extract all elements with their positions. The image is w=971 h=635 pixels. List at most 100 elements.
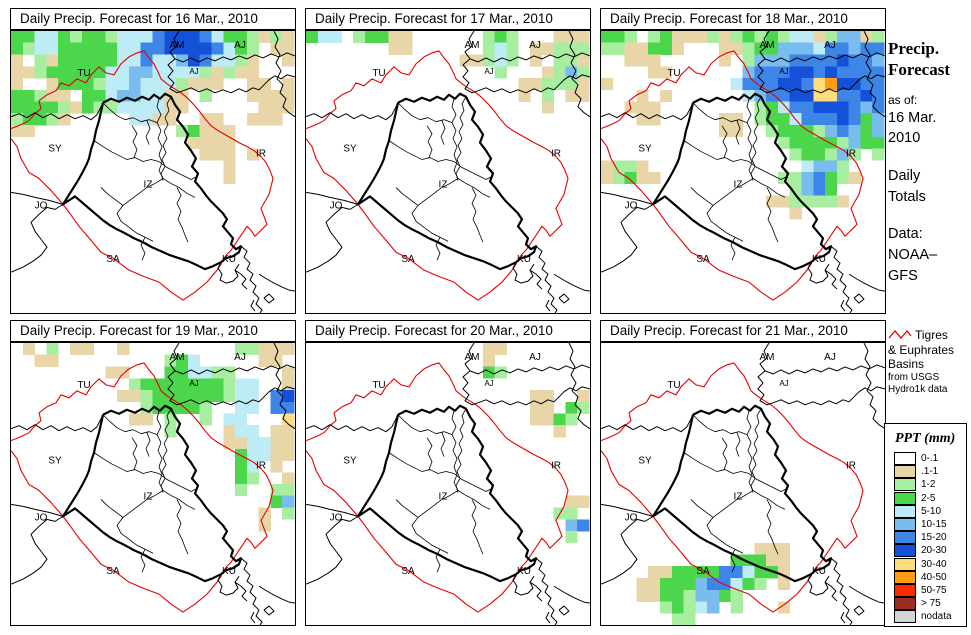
- country-labels: AM AJ AJ TU SY IZ IR JO SA KU: [330, 352, 561, 577]
- country-label: AJ: [234, 352, 246, 363]
- data-source-line1: NOAA–: [888, 247, 938, 263]
- country-label: IZ: [439, 179, 448, 190]
- country-label: KU: [222, 566, 236, 577]
- panel-forecast-18mar: Daily Precip. Forecast for 18 Mar., 2010…: [600, 8, 886, 314]
- legend-entry: 40-50: [894, 570, 966, 584]
- legend-label: 1-2: [921, 479, 936, 491]
- basemap: [306, 343, 590, 625]
- country-label: AM: [170, 352, 185, 363]
- country-label: JO: [330, 512, 343, 523]
- precip-cells: [601, 31, 885, 220]
- country-label: AJ: [779, 379, 788, 388]
- country-label: AM: [170, 40, 185, 51]
- totals-line1: Daily: [888, 168, 921, 184]
- legend-swatch: [894, 583, 916, 597]
- sidebar-title: Precip. Forecast: [888, 38, 950, 80]
- country-label: AJ: [824, 352, 836, 363]
- ppt-legend: PPT (mm) 0-.1.1-1 1-2 2-5 5-10 10-15 15-20 20-…: [884, 423, 967, 627]
- basin-note-line2: & Euphrates: [888, 342, 955, 357]
- country-label: AM: [760, 40, 775, 51]
- legend-swatch: [894, 531, 916, 545]
- panel-map: AM AJ AJ TU SY IZ IR JO SA KU: [10, 342, 296, 626]
- country-label: AJ: [529, 352, 541, 363]
- panel-title: Daily Precip. Forecast for 17 Mar., 2010: [305, 8, 591, 30]
- country-label: IZ: [734, 179, 743, 190]
- legend-swatch: [894, 544, 916, 558]
- legend-entry: 1-2: [894, 478, 966, 492]
- country-label: AJ: [484, 67, 493, 76]
- country-label: SY: [48, 456, 62, 467]
- ppt-legend-title: PPT (mm): [895, 431, 956, 446]
- country-label: KU: [812, 566, 826, 577]
- country-label: TU: [77, 68, 90, 79]
- legend-label: 15-20: [921, 532, 947, 544]
- legend-label: 2-5: [921, 492, 936, 504]
- legend-swatch: [894, 610, 916, 624]
- legend-entry: 30-40: [894, 557, 966, 571]
- country-label: AJ: [189, 67, 198, 76]
- legend-entry: 2-5: [894, 491, 966, 505]
- legend-label: 50-75: [921, 584, 947, 596]
- legend-label: 0-.1: [921, 453, 939, 465]
- data-source-line2: GFS: [888, 268, 918, 284]
- country-label: AM: [465, 40, 480, 51]
- country-label: TU: [372, 380, 385, 391]
- data-label: Data:: [888, 226, 923, 242]
- country-label: TU: [77, 380, 90, 391]
- country-label: AJ: [529, 40, 541, 51]
- legend-entry: 0-.1: [894, 452, 966, 466]
- country-label: IZ: [439, 491, 448, 502]
- country-label: SA: [106, 566, 120, 577]
- data-source-block: Data: NOAA– GFS: [888, 224, 937, 287]
- country-label: SY: [343, 144, 357, 155]
- ppt-legend-entries: 0-.1.1-1 1-2 2-5 5-10 10-15 15-20 20-30 30-40 40…: [894, 452, 966, 624]
- country-label: AJ: [189, 379, 198, 388]
- basin-note-line1: Tigres: [915, 328, 948, 342]
- country-label: SA: [401, 566, 415, 577]
- legend-label: nodata: [921, 611, 952, 623]
- country-label: SA: [401, 254, 415, 265]
- totals-block: Daily Totals: [888, 166, 926, 208]
- basin-note: Tigres & Euphrates Basins from USGS Hydr…: [888, 328, 954, 397]
- country-label: AJ: [824, 40, 836, 51]
- basin-note-line3: Basins: [888, 357, 925, 371]
- country-label: SY: [638, 144, 652, 155]
- country-labels: AM AJ AJ TU SY IZ IR JO SA KU: [625, 352, 856, 577]
- country-label: IR: [846, 461, 856, 472]
- country-label: IR: [846, 149, 856, 160]
- panel-title: Daily Precip. Forecast for 20 Mar., 2010: [305, 320, 591, 342]
- country-label: SA: [696, 254, 710, 265]
- country-label: IR: [551, 149, 561, 160]
- legend-label: .1-1: [921, 466, 939, 478]
- country-label: JO: [625, 512, 638, 523]
- country-label: IR: [551, 461, 561, 472]
- country-label: JO: [35, 200, 48, 211]
- country-label: IZ: [144, 179, 153, 190]
- legend-label: 5-10: [921, 505, 942, 517]
- precip-cells: [11, 31, 295, 185]
- country-label: AM: [465, 352, 480, 363]
- asof-label: as of:: [888, 93, 918, 107]
- legend-swatch: [894, 570, 916, 584]
- legend-entry: .1-1: [894, 465, 966, 479]
- country-label: KU: [222, 254, 236, 265]
- precip-cells: [482, 343, 590, 544]
- legend-swatch: [894, 491, 916, 505]
- legend-entry: 5-10: [894, 504, 966, 518]
- panel-map: AM AJ AJ TU SY IZ IR JO SA KU: [10, 30, 296, 314]
- country-labels: AM AJ AJ TU SY IZ IR JO SA KU: [625, 40, 856, 265]
- legend-entry: 20-30: [894, 544, 966, 558]
- country-label: AJ: [234, 40, 246, 51]
- legend-swatch: [894, 452, 916, 466]
- legend-swatch: [894, 504, 916, 518]
- sidebar-title-line2: Forecast: [888, 60, 950, 79]
- legend-swatch: [894, 557, 916, 571]
- precip-cells: [22, 343, 295, 532]
- country-label: KU: [812, 254, 826, 265]
- country-label: IZ: [144, 491, 153, 502]
- country-label: KU: [517, 254, 531, 265]
- country-label: SA: [106, 254, 120, 265]
- country-label: JO: [35, 512, 48, 523]
- asof-date: 16 Mar.: [888, 110, 937, 126]
- panel-forecast-17mar: Daily Precip. Forecast for 17 Mar., 2010…: [305, 8, 591, 314]
